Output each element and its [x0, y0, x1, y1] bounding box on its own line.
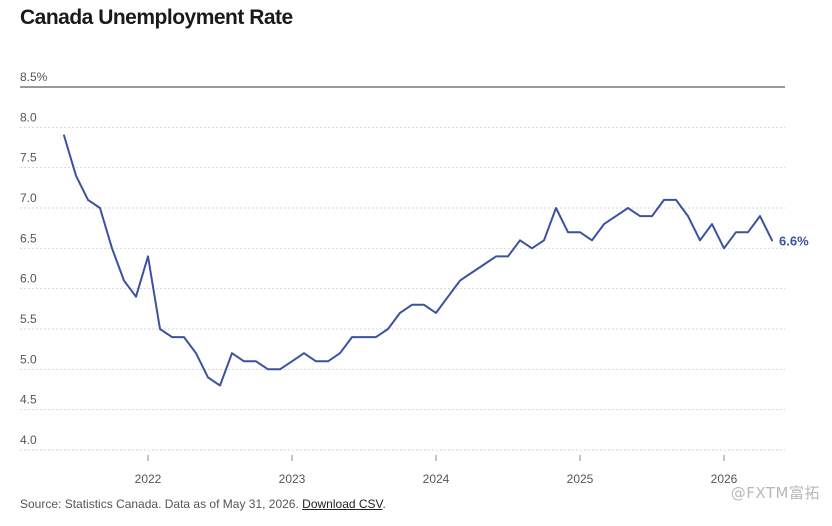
y-tick-label: 8.0	[20, 110, 37, 124]
watermark-logo: @FXTM富拓	[730, 484, 820, 502]
series-layer: 6.6%	[63, 134, 809, 387]
y-tick-label: 4.0	[20, 433, 37, 447]
download-csv-link[interactable]: Download CSV	[302, 497, 383, 511]
x-axis-ticks: 2022 2023 2024 2025 2026	[135, 455, 738, 486]
y-tick-label: 8.5%	[20, 70, 48, 84]
x-tick-label: 2026	[711, 472, 738, 486]
x-tick-label: 2024	[423, 472, 450, 486]
footer-period: .	[382, 497, 386, 511]
line-chart: 4.0 4.5 5.0 5.5 6.0 6.5 7.0 7.5 8.0 8.5% 2022 2023…	[20, 70, 809, 486]
chart-title: Canada Unemployment Rate	[20, 6, 293, 29]
y-tick-label: 5.0	[20, 352, 37, 366]
chart-footer: Source: Statistics Canada. Data as of Ma…	[20, 497, 386, 511]
end-value-label: 6.6%	[779, 233, 809, 248]
x-tick-label: 2022	[135, 472, 162, 486]
series-line	[63, 134, 773, 387]
y-tick-label: 7.5	[20, 151, 37, 165]
y-axis-ticks: 4.0 4.5 5.0 5.5 6.0 6.5 7.0 7.5 8.0 8.5%	[20, 70, 48, 447]
y-tick-label: 4.5	[20, 393, 37, 407]
y-tick-label: 7.0	[20, 191, 37, 205]
x-tick-label: 2023	[279, 472, 306, 486]
gridlines	[20, 86, 785, 451]
x-tick-label: 2025	[567, 472, 594, 486]
source-note: Source: Statistics Canada. Data as of Ma…	[20, 497, 299, 511]
y-tick-label: 6.0	[20, 272, 37, 286]
y-tick-label: 5.5	[20, 312, 37, 326]
y-tick-label: 6.5	[20, 231, 37, 245]
